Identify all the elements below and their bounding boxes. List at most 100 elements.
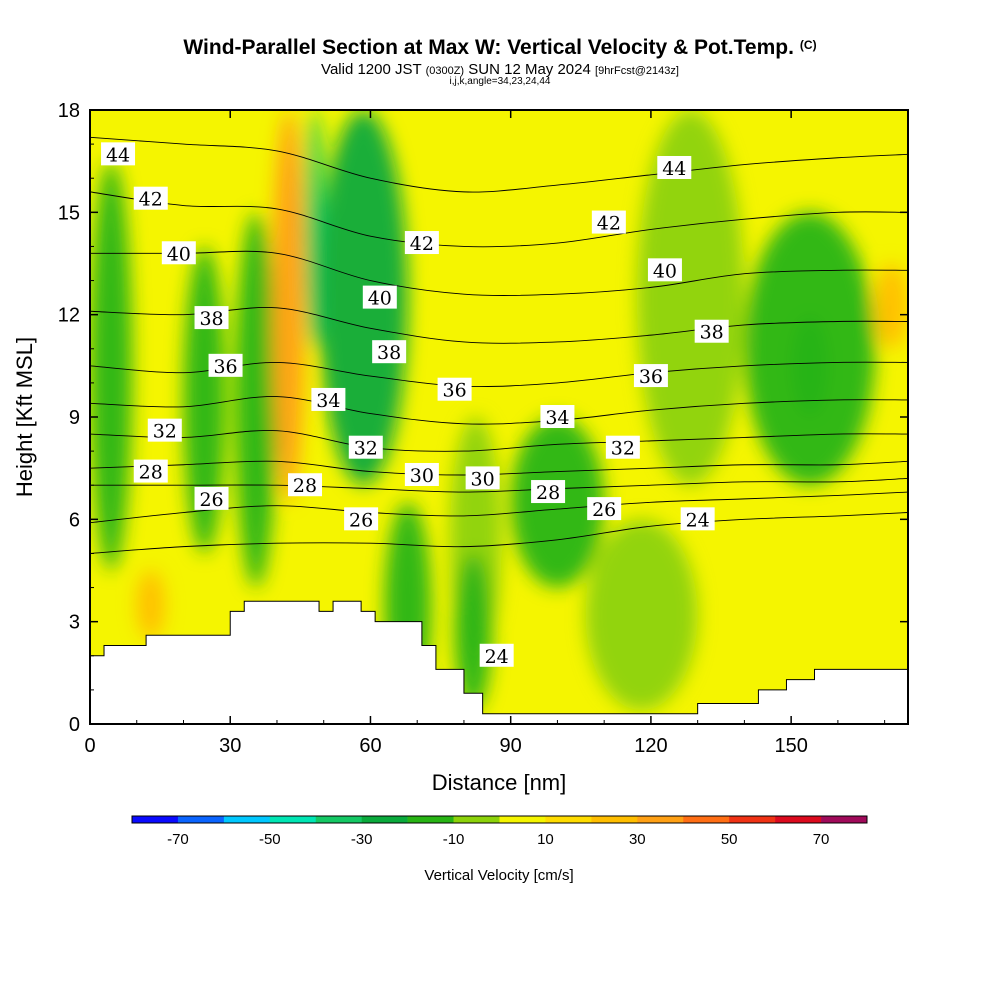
subtitle-valid: Valid 1200 JST [321,61,422,78]
x-tick-label: 120 [634,735,667,757]
isentrope-40 [90,250,908,296]
colorbar-tick-label: 10 [537,831,554,848]
isentrope-label-box [540,405,575,428]
colorbar-tick-label: -30 [351,831,373,848]
isentrope-label-box [208,353,243,377]
isentrope-label: 36 [639,366,663,388]
isentrope-label: 34 [545,407,569,429]
isentrope-label: 30 [410,465,434,487]
colorbar-swatch [132,816,179,823]
isentrope-label: 28 [293,475,317,497]
colorbar-frame [131,815,868,824]
isentrope-label-box [465,466,500,490]
x-tick-label: 150 [774,735,807,757]
y-tick-label: 3 [69,612,80,634]
isentrope-label: 32 [153,421,177,443]
isentrope-34 [90,396,908,425]
y-axis-label: Height [Kft MSL] [12,337,37,497]
isentrope-label-box [101,142,136,166]
chart-title: Wind-Parallel Section at Max W: Vertical… [0,36,1000,60]
isentrope-label: 32 [611,438,635,460]
isentrope-label-box [194,306,229,330]
isentrope-42 [90,191,908,248]
isentrope-label: 24 [686,509,710,531]
isentrope-label-box [404,231,439,255]
isentrope-label: 42 [139,189,163,211]
chart-indices: i,j,k,angle=34,23,24,44 [449,76,551,87]
isentrope-label-box [404,462,439,486]
isentrope-label: 26 [349,509,373,531]
colorbar-tick-label: -50 [259,831,281,848]
velocity-region-10 [585,519,698,711]
copyright-mark: (C) [799,38,817,52]
isentrope-26 [90,491,908,524]
colorbar-swatch [545,816,592,823]
isentrope-label: 38 [700,322,724,344]
isentrope-label-box [633,364,668,388]
colorbar-tick-label: 30 [629,831,646,848]
chart-title-text: Wind-Parallel Section at Max W: Vertical… [183,36,794,59]
isentrope-label: 40 [368,288,392,310]
colorbar-swatch [269,816,317,823]
colorbar-label: Vertical Velocity [cm/s] [424,867,573,884]
isentrope-label-box [348,435,383,459]
isentrope-32 [90,429,908,452]
velocity-region-2 [234,212,277,588]
colorbar-swatch [637,816,684,823]
isentrope-label: 26 [592,499,616,521]
colorbar-swatch [821,816,868,823]
isentrope-label-box [591,210,626,234]
colorbar-swatch [499,816,546,823]
isentrope-38 [90,307,908,344]
subtitle-forecast: [9hrFcst@2143z] [595,65,679,77]
terrain [89,600,909,725]
colorbar-swatch [729,816,776,823]
x-tick-label: 30 [219,735,241,757]
isentrope-label: 28 [536,482,560,504]
isentrope-label-box [311,387,346,411]
isentrope-24 [90,512,908,554]
velocity-region-0 [90,161,133,571]
isentrope-label-box [362,285,397,309]
colorbar-swatch [775,816,822,823]
isentrope-label: 32 [354,438,378,460]
isentrope-label: 38 [199,308,223,330]
isentrope-label-box [587,497,622,521]
isentrope-label-box [657,155,692,179]
isentrope-label: 36 [443,380,467,402]
colorbar-swatch [591,816,638,823]
isentrope-label-box [680,507,715,531]
y-tick-label: 6 [69,509,80,531]
isentrope-label-box [147,418,182,442]
y-tick-label: 0 [69,714,80,736]
colorbar-swatch [315,816,362,823]
isentrope-label-box [194,486,229,510]
isentrope-label-box [479,643,514,667]
colorbar-tick-label: -10 [443,831,465,848]
colorbar-swatch [223,816,271,823]
isentrope-label-box [647,258,682,282]
chart-subtitle: Valid 1200 JST (0300Z) SUN 12 May 2024 [… [0,61,1000,78]
isentrope-label-box [161,241,196,265]
velocity-region-13 [791,314,829,418]
isentrope-label: 24 [485,646,509,668]
subtitle-date: SUN 12 May 2024 [468,61,591,78]
isentrope-label-box [531,480,566,504]
isentrope-label: 40 [653,260,677,282]
isentrope-label-box [372,340,407,364]
y-tick-label: 15 [58,202,80,224]
x-tick-label: 90 [500,735,522,757]
x-tick-label: 0 [84,735,95,757]
isentrope-label-box [437,377,472,401]
isentrope-label-box [133,186,168,210]
isentrope-30 [90,460,908,476]
velocity-region-3 [272,110,306,503]
y-tick-label: 18 [58,100,80,122]
isentrope-label-box [344,507,379,531]
isentrope-label-box [694,319,729,343]
x-axis-label: Distance [nm] [432,770,567,795]
y-tick-label: 12 [58,305,80,327]
colorbar-swatch [177,816,225,823]
